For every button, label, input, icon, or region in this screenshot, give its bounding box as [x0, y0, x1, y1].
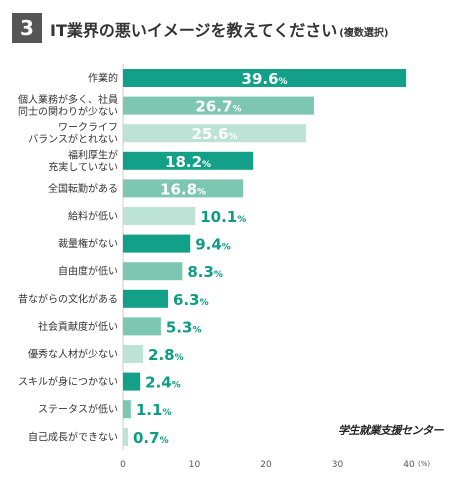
category-label: 昔ながらの文化がある — [18, 292, 118, 305]
data-label: 6.3% — [173, 291, 209, 309]
x-unit-label: (%) — [418, 460, 430, 468]
category-label: 社会貢献度が低い — [38, 320, 118, 333]
category-label: 作業的 — [88, 72, 118, 85]
bar — [123, 262, 183, 281]
bar — [123, 289, 169, 308]
category-label: ステータスが低い — [38, 403, 118, 416]
bar — [123, 124, 307, 143]
bar — [123, 179, 244, 198]
chart-title-text: IT業界の悪いイメージを教えてください — [50, 21, 338, 40]
category-label: スキルが身につかない — [18, 375, 118, 388]
bar — [123, 345, 144, 363]
data-label: 18.2% — [165, 153, 211, 171]
bar — [123, 427, 129, 446]
source-credit: 学生就業支援センター — [338, 424, 444, 437]
category-label: 全国転勤がある — [48, 182, 118, 195]
bar — [123, 400, 131, 419]
chart-title: IT業界の悪いイメージを教えてください (複数選択) — [50, 17, 388, 41]
category-label: ワークライフバランスがとれない — [28, 122, 118, 146]
data-label: 25.6% — [191, 125, 237, 143]
bar — [123, 234, 191, 253]
bar — [123, 372, 141, 391]
data-label: 16.8% — [160, 180, 206, 198]
category-label: 個人業務が多く、社員同士の関わりが少ない — [18, 93, 118, 118]
data-label: 26.7% — [195, 98, 241, 116]
data-label: 8.3% — [187, 263, 223, 281]
data-label: 10.1% — [200, 208, 246, 226]
data-label: 1.1% — [136, 401, 172, 419]
data-label: 5.3% — [166, 318, 202, 336]
category-label: 給料が低い — [68, 210, 118, 223]
category-label: 自己成長ができない — [28, 430, 118, 443]
data-label: 0.7% — [133, 429, 169, 447]
chart-header: 3 IT業界の悪いイメージを教えてください (複数選択) — [12, 13, 442, 43]
category-label: 自由度が低い — [58, 265, 118, 278]
bar — [123, 317, 161, 336]
category-label: 福利厚生が充実していない — [48, 148, 118, 173]
x-tick-label: 30 — [332, 460, 344, 470]
category-label: 裁量権がない — [58, 237, 118, 250]
question-number-badge: 3 — [12, 13, 42, 43]
x-tick-label: 10 — [189, 460, 201, 470]
bar — [123, 96, 314, 115]
chart-subtitle: (複数選択) — [339, 28, 389, 39]
category-label: 優秀な人材が少ない — [28, 348, 118, 361]
x-tick-label: 0 — [120, 460, 126, 470]
data-label: 2.4% — [145, 374, 181, 392]
data-label: 39.6% — [242, 70, 288, 88]
x-tick-label: 20 — [260, 460, 272, 470]
data-label: 2.8% — [148, 346, 184, 364]
x-tick-label: 40 — [403, 460, 415, 470]
bar — [123, 151, 254, 170]
bar — [123, 207, 196, 225]
bar — [123, 69, 407, 87]
data-label: 9.4% — [195, 236, 231, 254]
